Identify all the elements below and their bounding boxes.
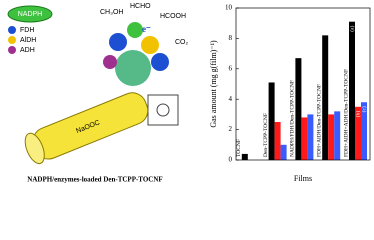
enzyme (151, 53, 169, 71)
adh-dot (8, 46, 16, 54)
x-tick-label: TOCNF (236, 139, 242, 157)
bar (307, 114, 314, 160)
y-tick-label: 0 (229, 156, 233, 164)
fdh-dot (8, 26, 16, 34)
diagram: NADPH FDH AlDH ADH CH₃OH HCHO HCOOH CO₂ … (7, 3, 189, 184)
y-tick-label: 8 (229, 34, 233, 42)
x-tick-label: FDH+AlDH+ADH/Den-TCPP-TOCNF (343, 69, 349, 157)
bar (268, 82, 275, 160)
dendrimer (115, 50, 151, 86)
bar-label: (c) (360, 106, 367, 112)
bar (301, 117, 308, 160)
x-tick-label: NADPH/FDH/Den-TCPP-TOCNF (290, 80, 296, 157)
x-axis-label: Films (294, 174, 312, 183)
bar-label: (a) (348, 26, 355, 32)
x-tick-label: FDH+AlDH/Den-TCPP-TOCNF (316, 84, 322, 157)
bar (295, 58, 302, 160)
caption: NADPH/enzymes-loaded Den-TCPP-TOCNF (27, 176, 162, 184)
bar (361, 102, 367, 160)
bar (328, 114, 335, 160)
cnf-end (24, 132, 45, 165)
molecule-label: HCOOH (160, 13, 186, 20)
enzyme-label: FDH (20, 27, 34, 34)
nadph-blob (7, 5, 53, 23)
figure: NADPH FDH AlDH ADH CH₃OH HCHO HCOOH CO₂ … (7, 3, 371, 184)
bar (322, 35, 329, 160)
plot-frame (235, 7, 371, 161)
bar (349, 21, 355, 161)
y-tick-label: 2 (229, 125, 233, 133)
bar-label: (b) (354, 111, 361, 118)
electron-label: e⁻ (142, 24, 151, 34)
plot: 0 2 4 6 8 10 TOCNF Den-TCPP-TOCNF NADPH/FDH/Den-… (225, 4, 371, 164)
y-tick-label: 4 (229, 95, 233, 103)
porphyrin-core (156, 103, 170, 117)
y-tick-label: 6 (229, 64, 233, 72)
enzyme (141, 36, 159, 54)
x-tick-label: Den-TCPP-TOCNF (263, 113, 269, 157)
bar (280, 144, 287, 160)
y-axis-label: Gas amount (mg g(film)⁻¹) (209, 40, 218, 128)
bar (334, 111, 341, 160)
bar (241, 153, 248, 160)
molecule-label: HCHO (130, 3, 151, 10)
enzyme (109, 33, 127, 51)
enzyme-label: ADH (20, 47, 35, 54)
enzyme-label: AlDH (20, 37, 36, 44)
aldh-dot (8, 36, 16, 44)
nadph (127, 22, 143, 38)
enzyme (103, 55, 117, 69)
molecule-label: CH₃OH (100, 9, 123, 16)
bar (355, 106, 361, 160)
y-tick-label: 10 (225, 4, 233, 12)
bar (274, 122, 281, 160)
molecule-label: CO₂ (175, 39, 189, 46)
porphyrin (147, 94, 179, 126)
nadph-label: NADPH (18, 11, 43, 18)
